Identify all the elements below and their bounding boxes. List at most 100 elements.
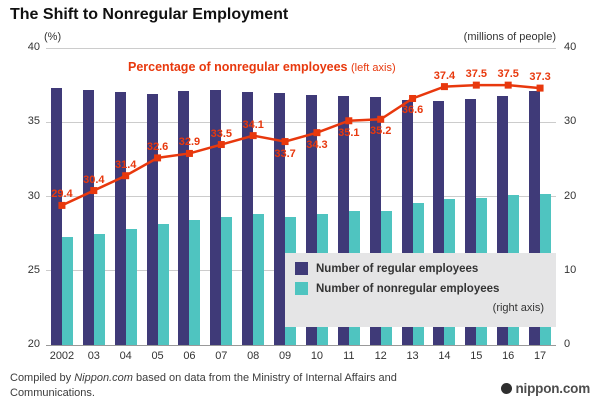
gridline — [46, 121, 556, 123]
line-marker — [217, 141, 225, 149]
line-marker — [154, 154, 162, 162]
point-label: 35.1 — [338, 126, 360, 139]
x-axis-tick: 13 — [406, 350, 419, 362]
bar-regular — [210, 89, 222, 345]
point-label: 36.6 — [401, 104, 424, 117]
bar-regular — [50, 88, 62, 345]
y-axis-tick-right: 10 — [564, 263, 577, 276]
x-axis-tick: 10 — [310, 350, 324, 362]
percentage-line-chart — [58, 81, 544, 209]
bar-regular — [433, 101, 445, 345]
legend: Number of regular employees Number of non… — [285, 253, 556, 327]
line-marker — [440, 83, 448, 91]
legend-label: Number of nonregular employees — [316, 282, 500, 295]
bar-regular — [82, 89, 94, 345]
source-rest: based on data from the Ministry of Inter… — [10, 372, 397, 399]
y-axis-tick-left: 25 — [27, 263, 40, 276]
point-label: 35.2 — [369, 125, 392, 138]
bar-nonregular — [93, 233, 105, 345]
y-axis-tick-left: 35 — [27, 115, 40, 128]
bar-regular — [465, 99, 477, 345]
legend-swatch — [295, 262, 308, 275]
bar-regular — [178, 91, 190, 345]
y-axis-tick-left: 20 — [27, 338, 40, 350]
line-marker — [281, 138, 289, 146]
line-marker — [409, 94, 417, 102]
x-axis-tick: 12 — [374, 350, 387, 362]
bar-regular — [305, 94, 317, 345]
x-axis-tick: 14 — [438, 350, 451, 362]
bar-regular — [114, 91, 126, 345]
line-marker — [377, 115, 385, 123]
line-series-label-text: Percentage of nonregular employees — [128, 60, 348, 74]
bar-regular — [401, 99, 413, 345]
x-axis-tick: 06 — [183, 350, 196, 362]
bar-regular — [274, 92, 286, 345]
point-label: 30.4 — [83, 173, 105, 186]
x-axis-tick: 09 — [278, 350, 292, 362]
bar-regular — [242, 91, 254, 345]
point-label: 31.4 — [114, 158, 137, 171]
point-label: 37.4 — [433, 69, 456, 82]
y-axis-tick-right: 20 — [564, 189, 577, 202]
bar-regular — [497, 95, 509, 345]
line-marker — [58, 201, 66, 209]
bar-nonregular — [157, 223, 169, 345]
gridline — [46, 196, 556, 197]
y-axis-tick-left: 40 — [27, 41, 40, 53]
line-marker — [122, 172, 130, 180]
bar-regular — [369, 97, 381, 345]
line-series-axis-note: (left axis) — [351, 62, 396, 74]
left-axis-unit-label: (%) — [44, 31, 62, 43]
source-brand: Nippon.com — [74, 372, 133, 384]
source-prefix: Compiled by — [10, 372, 75, 384]
point-label: 32.6 — [146, 140, 169, 153]
bar-nonregular — [61, 237, 73, 345]
gridline — [46, 344, 556, 346]
y-axis-tick-right: 0 — [564, 338, 571, 350]
point-label: 29.4 — [51, 188, 73, 201]
y-axis-tick-left: 30 — [27, 189, 40, 202]
bar-regular — [529, 91, 541, 345]
legend-swatch — [295, 282, 308, 295]
point-label: 33.7 — [274, 147, 296, 160]
y-axis-tick-right: 40 — [564, 41, 577, 53]
line-series-label: Percentage of nonregular employees (left… — [128, 60, 396, 74]
point-label: 33.5 — [210, 127, 233, 140]
right-axis-unit-label: (millions of people) — [463, 31, 556, 43]
point-label: 37.5 — [465, 68, 488, 81]
x-axis-tick: 11 — [343, 350, 355, 362]
point-label: 34.3 — [306, 138, 328, 151]
line-marker — [536, 84, 544, 92]
point-label: 32.9 — [178, 136, 201, 149]
bar-nonregular — [221, 216, 233, 345]
bar-nonregular — [189, 220, 201, 345]
y-axis-tick-right: 30 — [564, 115, 577, 128]
point-label: 37.3 — [529, 71, 551, 84]
bar-nonregular — [253, 213, 265, 345]
page-title: The Shift to Nonregular Employment — [10, 6, 289, 23]
gridline — [46, 47, 556, 49]
line-marker — [249, 132, 257, 140]
x-axis-tick: 2002 — [49, 350, 75, 362]
legend-label: Number of regular employees — [316, 262, 479, 275]
nippon-logo: nippon.com — [500, 381, 591, 396]
logo-text: nippon.com — [515, 381, 591, 396]
legend-item: Number of regular employees — [295, 262, 546, 275]
point-label: 34.1 — [242, 118, 264, 131]
line-marker — [313, 129, 321, 137]
x-axis-tick: 04 — [119, 350, 132, 362]
x-axis-tick: 05 — [151, 350, 164, 362]
percentage-line — [61, 83, 541, 207]
x-axis-tick: 07 — [215, 350, 228, 362]
bar-regular — [337, 96, 349, 345]
source-note: Compiled by Nippon.com based on data fro… — [10, 371, 435, 401]
bar-regular — [146, 94, 158, 345]
x-axis-tick: 16 — [502, 350, 515, 362]
x-axis-tick: 03 — [87, 350, 100, 362]
line-marker — [185, 149, 193, 157]
point-label: 37.5 — [497, 68, 519, 81]
legend-axis-note: (right axis) — [492, 302, 544, 314]
legend-rows: Number of regular employees Number of non… — [295, 262, 546, 295]
x-axis-tick: 08 — [247, 350, 260, 362]
